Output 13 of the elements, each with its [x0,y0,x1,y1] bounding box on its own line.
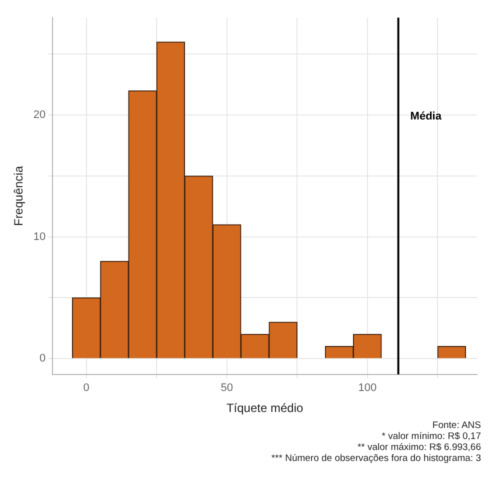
ref-line-label: Média [410,110,442,123]
y-axis-title: Frequência [12,166,26,226]
x-axis-title: Tíquete médio [226,401,304,416]
text: ** valor máximo: R$ 6.993,66 [356,442,481,453]
source-note: Fonte: ANS [431,420,481,431]
text: * valor mínimo: R$ 0,17 [380,431,481,442]
x-tick-label: 50 [220,382,234,394]
y-tick-label: 10 [33,230,46,243]
x-tick-label: 0 [83,382,90,394]
text: *** Número de observações fora do histograma: 3 [270,453,481,464]
x-tick-label: 100 [358,382,377,394]
y-tick-label: 0 [40,352,46,365]
y-tick-label: 20 [33,109,46,122]
